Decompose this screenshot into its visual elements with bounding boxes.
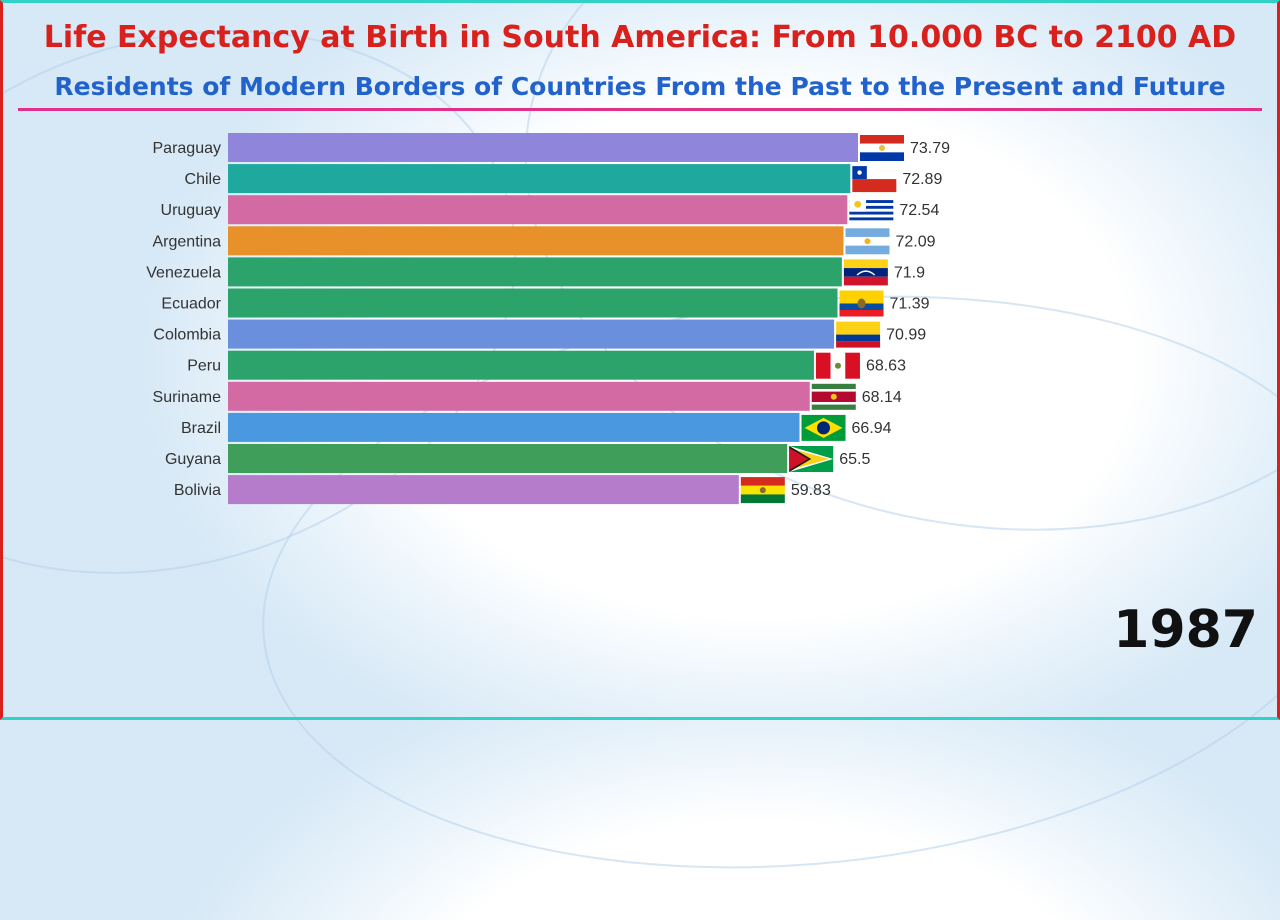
chart-subtitle: Residents of Modern Borders of Countries…	[54, 72, 1226, 101]
value-label-ecuador: 71.39	[890, 296, 930, 313]
category-label-bolivia: Bolivia	[174, 482, 221, 499]
value-label-chile: 72.89	[902, 171, 942, 188]
value-label-bolivia: 59.83	[791, 482, 831, 499]
bar-brazil	[228, 412, 800, 442]
title-divider	[18, 108, 1262, 111]
flag-suriname-icon	[811, 383, 856, 410]
bar-guyana	[228, 444, 788, 473]
bar-bolivia	[228, 475, 739, 505]
flag-colombia-icon	[836, 321, 881, 348]
bar-argentina	[228, 226, 844, 256]
category-label-colombia: Colombia	[153, 327, 221, 344]
flag-brazil-icon	[801, 414, 846, 441]
category-label-venezuela: Venezuela	[146, 264, 221, 281]
category-label-argentina: Argentina	[153, 233, 222, 250]
category-label-paraguay: Paraguay	[153, 140, 222, 157]
bar-peru	[228, 350, 814, 380]
bar-uruguay	[228, 195, 848, 225]
bar-ecuador	[228, 288, 838, 318]
flag-uruguay-icon	[849, 197, 894, 224]
bar-venezuela	[228, 257, 842, 287]
category-label-ecuador: Ecuador	[161, 296, 221, 313]
year-label: 1987	[1113, 600, 1258, 660]
value-label-venezuela: 71.9	[894, 264, 925, 281]
bar-colombia	[228, 319, 835, 349]
bar-suriname	[228, 381, 810, 411]
value-label-suriname: 68.14	[862, 389, 902, 406]
value-label-colombia: 70.99	[886, 327, 926, 344]
category-label-guyana: Guyana	[165, 451, 221, 468]
flag-guyana-icon	[789, 446, 834, 472]
flag-peru-icon	[815, 352, 860, 379]
category-label-brazil: Brazil	[181, 420, 221, 437]
flag-venezuela-icon	[843, 259, 888, 286]
flag-chile-icon	[852, 166, 897, 193]
value-label-paraguay: 73.79	[910, 140, 950, 157]
flag-paraguay-icon	[860, 135, 904, 161]
value-label-guyana: 65.5	[839, 451, 870, 468]
category-label-chile: Chile	[185, 171, 222, 188]
flag-bolivia-icon	[740, 477, 785, 504]
value-label-argentina: 72.09	[895, 233, 935, 250]
value-label-uruguay: 72.54	[899, 202, 939, 219]
chart-title: Life Expectancy at Birth in South Americ…	[43, 20, 1237, 55]
flag-ecuador-icon	[839, 290, 884, 317]
bar-paraguay	[228, 133, 858, 162]
bar-chart: Paraguay 73.79 Chile 72.89 Uruguay 72.54 Argen…	[146, 133, 950, 505]
category-label-peru: Peru	[187, 358, 221, 375]
bar-chile	[228, 164, 851, 194]
category-label-suriname: Suriname	[153, 389, 222, 406]
value-label-brazil: 66.94	[852, 420, 892, 437]
category-label-uruguay: Uruguay	[161, 202, 221, 219]
flag-argentina-icon	[845, 228, 890, 255]
value-label-peru: 68.63	[866, 358, 906, 375]
